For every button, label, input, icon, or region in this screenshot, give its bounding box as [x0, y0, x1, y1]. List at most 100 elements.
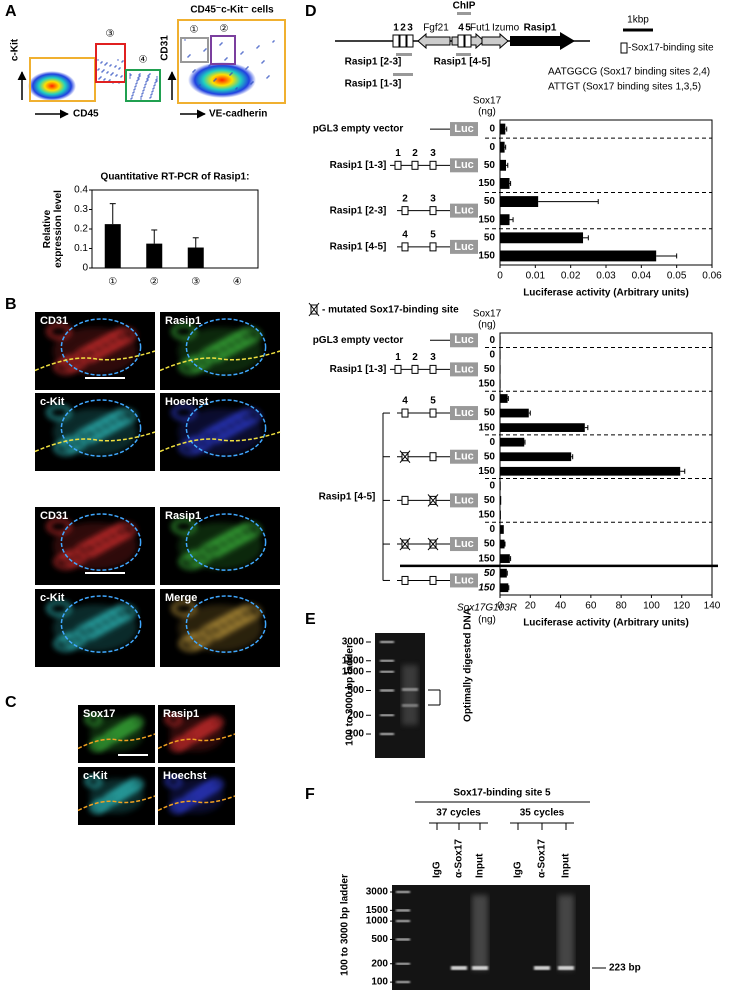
- y-axis-label-box: Relative expression level: [42, 190, 64, 268]
- boundary: [77, 795, 156, 812]
- ladder-band: [380, 641, 394, 643]
- band: [402, 688, 418, 691]
- cell-dot: [101, 71, 103, 73]
- cell-dot: [137, 79, 139, 81]
- outline: [60, 318, 142, 376]
- y-tick-label: 0: [82, 263, 88, 274]
- cell-dot: [152, 88, 154, 90]
- cell-dot: [220, 43, 222, 45]
- cell-dot: [136, 80, 138, 82]
- cell-dot: [130, 98, 132, 100]
- site-number: 2: [402, 193, 408, 204]
- cell-dot: [139, 75, 141, 77]
- cell-dot: [251, 82, 253, 84]
- stain-glow: [169, 716, 224, 752]
- bar: [500, 394, 508, 403]
- dose-label: 0: [489, 349, 495, 360]
- construct-label: Rasip1 [4-5]: [319, 491, 376, 502]
- image-label: CD31: [40, 510, 68, 522]
- y-tick-label: 0.4: [74, 185, 88, 196]
- boundary: [157, 733, 236, 750]
- cell-dot: [219, 44, 221, 46]
- legend-label: - mutated Sox17-binding site: [322, 305, 459, 316]
- stain: [46, 323, 137, 375]
- mutation-mark: [427, 494, 439, 507]
- cell-dot: [147, 75, 149, 77]
- ladder-band: [380, 689, 394, 692]
- ladder-size: 200: [347, 710, 364, 721]
- cell-dot: [131, 95, 133, 97]
- cell-dot: [134, 88, 136, 90]
- reporter-label: Luc: [454, 494, 474, 506]
- cell-dot: [257, 46, 259, 48]
- cell-dot: [151, 91, 153, 93]
- y-tick-label: 0.1: [74, 243, 88, 254]
- y-tick-label: 0.2: [74, 224, 88, 235]
- ladder-label: 100 to 3000 bp ladder: [340, 874, 351, 976]
- bar: [500, 141, 505, 153]
- bar: [500, 214, 510, 226]
- binding-site: [411, 364, 419, 374]
- cell-dot: [104, 78, 106, 80]
- stain-glow: [53, 604, 137, 652]
- bar: [500, 123, 506, 135]
- reporter-label: Luc: [454, 205, 474, 217]
- reporter-box: [450, 333, 478, 348]
- cell-dot: [256, 47, 258, 49]
- reporter-label: Luc: [454, 241, 474, 253]
- reporter-box: [450, 406, 478, 421]
- cell-dot: [138, 76, 140, 78]
- lane-label: IgG: [432, 861, 443, 878]
- bar: [187, 247, 204, 268]
- cell-dot: [155, 81, 157, 83]
- ladder-label: 100 to 3000 bp ladder: [345, 644, 356, 746]
- dose-label: 50: [484, 160, 496, 171]
- condition-label: 35 cycles: [520, 808, 565, 819]
- stain: [164, 775, 224, 814]
- cell-dot: [97, 59, 99, 61]
- cell-dot: [105, 63, 107, 65]
- cell-dot: [262, 61, 264, 63]
- legend-symbol: [620, 42, 628, 54]
- cell-dot: [139, 73, 141, 75]
- ladder-band: [396, 938, 410, 941]
- cell-dot: [236, 87, 238, 89]
- mutation-mark: [308, 302, 320, 317]
- cell-dot: [145, 81, 147, 83]
- reporter-box: [450, 362, 478, 377]
- stain: [171, 404, 262, 456]
- cell-dot: [140, 98, 142, 100]
- bar: [500, 335, 501, 345]
- x-tick-label: ②: [150, 277, 159, 288]
- x-tick-label: 120: [673, 601, 690, 612]
- legend-label: -Sox17-binding site: [628, 43, 714, 54]
- boundary: [34, 350, 156, 372]
- outline: [185, 399, 267, 457]
- cell-dot: [118, 68, 120, 70]
- binding-site: [401, 495, 409, 505]
- cell: [46, 518, 72, 535]
- fragment: [393, 73, 413, 76]
- cell-dot: [142, 92, 144, 94]
- cell-dot: [156, 76, 158, 78]
- dose-label: 150: [478, 553, 495, 564]
- band: [534, 966, 550, 970]
- cell-dot: [204, 49, 206, 51]
- reporter-box: [450, 122, 478, 137]
- cell-dot: [132, 92, 134, 94]
- image-label: Hoechst: [163, 770, 207, 782]
- x-axis-label: Luciferase activity (Arbitrary units): [523, 288, 689, 299]
- cell-dot: [146, 80, 148, 82]
- ladder-size: 1000: [366, 916, 389, 927]
- cell-dot: [133, 91, 135, 93]
- stain: [171, 600, 262, 652]
- cell-dot: [242, 51, 244, 53]
- bar: [500, 554, 510, 563]
- binding-site: [394, 364, 402, 374]
- cell-dot: [122, 60, 124, 62]
- cell-dot: [156, 78, 158, 80]
- dose-label: 0: [489, 142, 495, 153]
- cell-dot: [112, 72, 114, 74]
- bar: [500, 583, 509, 593]
- cell-dot: [214, 79, 216, 81]
